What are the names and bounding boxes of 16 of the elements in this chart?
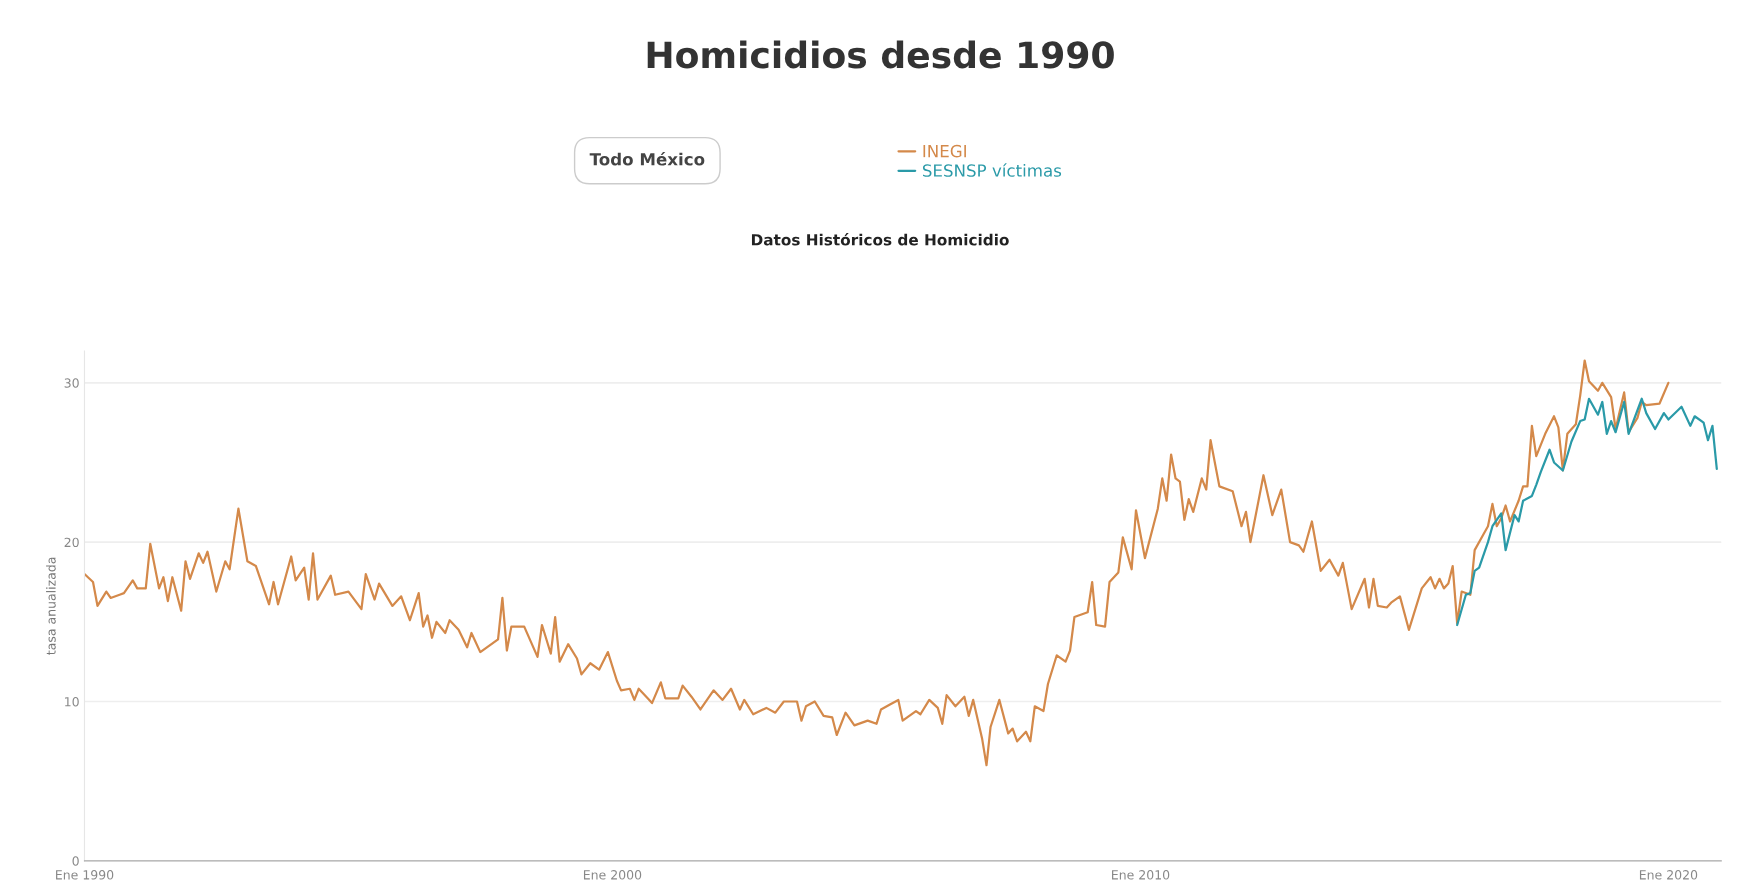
y-tick-label: 30: [64, 378, 79, 388]
y-tick-label: 10: [65, 696, 79, 707]
legend-label: INEGI: [923, 144, 966, 158]
text: Todo México: [589, 152, 705, 166]
x-tick-label: Ene 2010: [1112, 870, 1170, 880]
chart-subtitle: Datos Históricos de Homicidio: [751, 233, 1009, 246]
y-axis-title: tasa anualizada: [46, 557, 56, 655]
line-series: [1456, 397, 1718, 627]
x-tick-label: Ene 2000: [583, 870, 642, 880]
x-tick-label: Ene 2020: [1639, 870, 1698, 880]
y-tick-label: 20: [64, 537, 79, 548]
y-tick-label: 0: [72, 856, 79, 866]
legend-label: SESNSP víctimas: [922, 163, 1062, 177]
chart-title: Homicidios desde 1990: [647, 40, 1114, 69]
x-tick-label: Ene 1990: [56, 870, 114, 880]
line-series: [84, 359, 1670, 767]
